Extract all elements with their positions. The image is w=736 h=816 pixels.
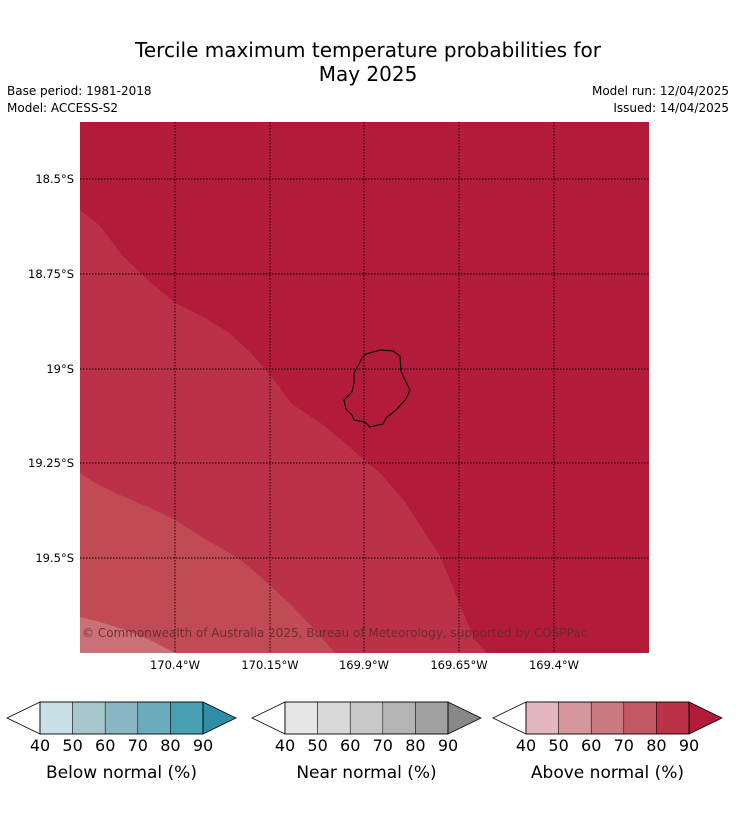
colorbar-tick-label: 70 — [373, 736, 393, 755]
colorbar-tick-label: 60 — [581, 736, 601, 755]
latitude-tick-label: 19°S — [46, 362, 74, 376]
colorbar-segment — [558, 701, 592, 735]
colorbar-tick-label: 40 — [30, 736, 50, 755]
colorbar-1: 40 50 60 70 80 90 Below normal (%) — [6, 701, 237, 783]
colorbar-segment — [104, 701, 139, 735]
base-period-label: Base period: 1981-2018 — [7, 84, 152, 98]
colorbar-segment — [39, 701, 73, 735]
colorbars: 40 50 60 70 80 90 Below normal (%) 40 50 60 70 80 90… — [6, 701, 723, 783]
colorbar-tick-label: 40 — [516, 736, 536, 755]
latitude-tick-label: 19.25°S — [28, 456, 74, 470]
metadata-left: Base period: 1981-2018 Model: ACCESS-S2 — [7, 83, 152, 117]
colorbar-tick-label: 90 — [438, 736, 458, 755]
copyright-notice: © Commonwealth of Australia 2025, Bureau… — [82, 626, 587, 640]
longitude-tick-label: 169.4°W — [529, 658, 579, 672]
title-line-1: Tercile maximum temperature probabilitie… — [135, 38, 601, 62]
graticule — [80, 122, 649, 653]
colorbar-tick-label: 60 — [95, 736, 115, 755]
colorbar-frame — [284, 701, 449, 735]
colorbar-3: 40 50 60 70 80 90 Above normal (%) — [492, 701, 723, 783]
colorbar-label: Above normal (%) — [531, 763, 684, 783]
model-label: Model: ACCESS-S2 — [7, 101, 119, 115]
title-line-2: May 2025 — [318, 62, 418, 86]
colorbar-frame — [525, 701, 690, 735]
colorbar-segment — [317, 701, 351, 735]
chart-title: Tercile maximum temperature probabilitie… — [0, 38, 736, 86]
issued-label: Issued: 14/04/2025 — [613, 101, 729, 115]
colorbar-frame — [39, 701, 204, 735]
colorbar-over-triangle — [447, 701, 482, 735]
latitude-tick-label: 18.75°S — [28, 267, 74, 281]
colorbar-under-triangle — [251, 701, 286, 735]
colorbar-segment — [382, 701, 416, 735]
colorbar-segment — [415, 701, 449, 735]
colorbar-over-triangle — [202, 701, 237, 735]
colorbar-label: Near normal (%) — [296, 763, 436, 783]
longitude-labels: 170.4°W 170.15°W 169.9°W 169.65°W 169.4°W — [150, 658, 579, 672]
latitude-tick-label: 18.5°S — [35, 172, 74, 186]
colorbar-tick-label: 50 — [548, 736, 568, 755]
colorbar-over-triangle — [688, 701, 723, 735]
colorbar-tick-label: 60 — [340, 736, 360, 755]
colorbar-tick-label: 80 — [160, 736, 180, 755]
colorbar-segment — [137, 701, 171, 735]
colorbar-segment — [623, 701, 657, 735]
colorbar-tick-label: 80 — [646, 736, 666, 755]
colorbar-tick-label: 70 — [614, 736, 634, 755]
longitude-tick-label: 170.15°W — [241, 658, 298, 672]
colorbar-under-triangle — [492, 701, 527, 735]
colorbar-segment — [525, 701, 559, 735]
colorbar-under-triangle — [6, 701, 41, 735]
colorbar-segment — [72, 701, 106, 735]
colorbar-tick-label: 40 — [275, 736, 295, 755]
colorbar-segment — [284, 701, 318, 735]
colorbar-tick-label: 70 — [128, 736, 148, 755]
colorbar-tick-label: 50 — [307, 736, 327, 755]
island-coastline — [343, 349, 411, 428]
colorbar-segment — [170, 701, 204, 735]
colorbar-tick-label: 50 — [62, 736, 82, 755]
colorbar-tick-label: 90 — [193, 736, 213, 755]
colorbar-label: Below normal (%) — [46, 763, 197, 783]
model-run-label: Model run: 12/04/2025 — [591, 84, 729, 98]
colorbar-tick-label: 80 — [405, 736, 425, 755]
latitude-labels: 18.5°S 18.75°S 19°S 19.25°S 19.5°S — [28, 172, 74, 565]
probability-field — [80, 122, 649, 653]
longitude-tick-label: 169.65°W — [430, 658, 487, 672]
region-above-60-70 — [80, 617, 175, 653]
latitude-tick-label: 19.5°S — [35, 551, 74, 565]
colorbar-segment — [349, 701, 384, 735]
metadata-right: Model run: 12/04/2025 Issued: 14/04/2025 — [592, 83, 729, 117]
colorbar-tick-label: 90 — [679, 736, 699, 755]
region-above-70-80 — [80, 473, 335, 653]
colorbar-segment — [656, 701, 690, 735]
colorbar-segment — [590, 701, 625, 735]
longitude-tick-label: 169.9°W — [339, 658, 389, 672]
longitude-tick-label: 170.4°W — [150, 658, 200, 672]
